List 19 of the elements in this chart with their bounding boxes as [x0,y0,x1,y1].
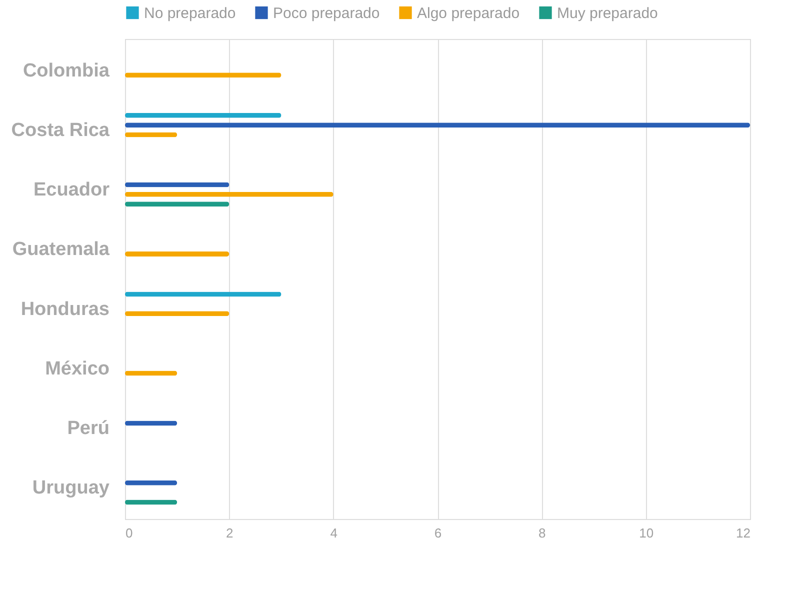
y-tick-label: Perú [67,418,110,440]
x-tick-label: 4 [330,526,338,540]
x-tick-label: 10 [639,526,654,540]
y-tick-label: México [45,358,110,380]
y-tick-label: Ecuador [33,180,110,201]
x-tick-label: 8 [538,526,546,540]
y-tick-label: Costa Rica [11,120,110,141]
y-tick-label: Honduras [20,298,110,320]
legend-label: Algo preparado [417,4,520,22]
x-tick-label: 12 [736,526,750,540]
y-tick-label: Colombia [22,60,110,82]
y-tick-label: Uruguay [32,478,110,499]
x-tick-label: 2 [226,526,234,540]
x-tick-label: 6 [434,526,442,540]
legend-label: Muy preparado [557,4,658,22]
legend-label: Poco preparado [273,4,380,22]
legend-label: No preparado [144,4,236,22]
y-tick-label: Guatemala [12,239,110,260]
x-tick-label: 0 [126,526,133,540]
